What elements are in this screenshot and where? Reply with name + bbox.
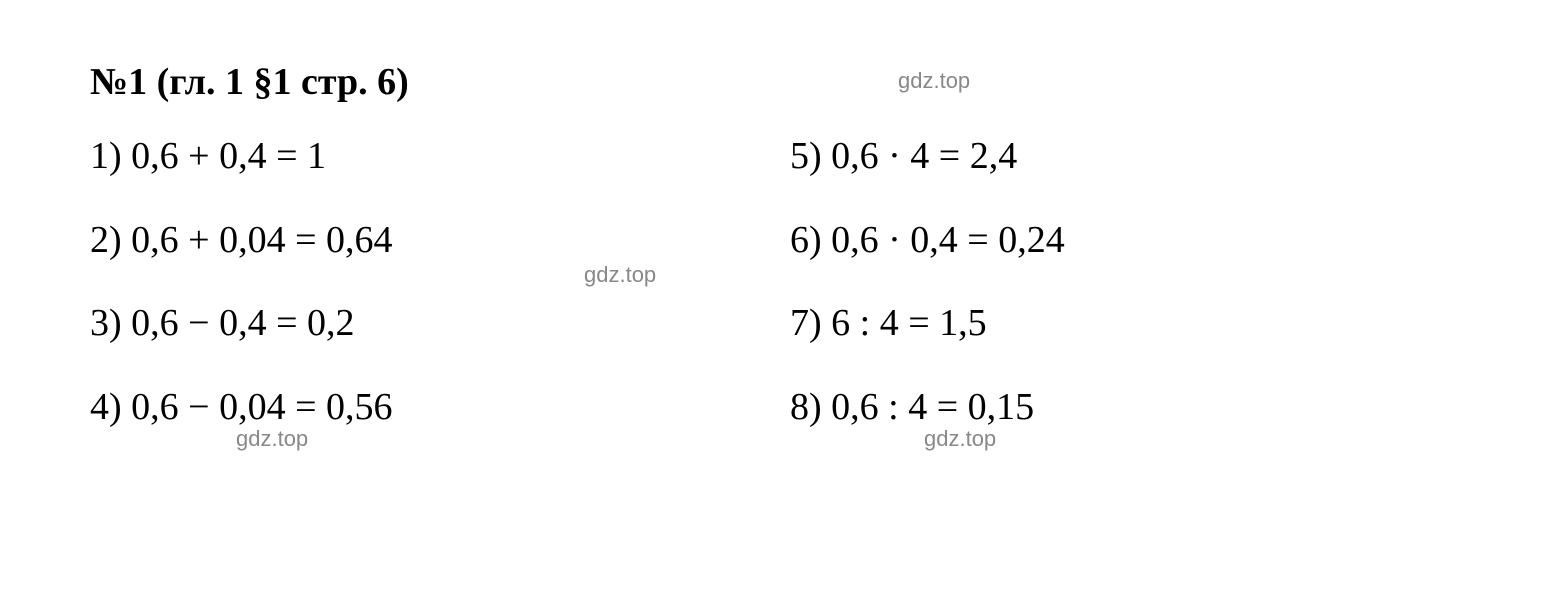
equation-7: 7) 6 : 4 = 1,5 [790,301,1290,347]
equation-2: 2) 0,6 + 0,04 = 0,64 [90,218,770,264]
equation-6: 6) 0,6 · 0,4 = 0,24 [790,218,1290,264]
equation-4: 4) 0,6 − 0,04 = 0,56 [90,385,770,431]
watermark-1: gdz.top [898,68,970,94]
content-area: 1) 0,6 + 0,4 = 1 2) 0,6 + 0,04 = 0,64 3)… [90,134,1451,430]
equation-8: 8) 0,6 : 4 = 0,15 [790,385,1290,431]
equation-3: 3) 0,6 − 0,4 = 0,2 [90,301,770,347]
right-column: 5) 0,6 · 4 = 2,4 6) 0,6 · 0,4 = 0,24 7) … [790,134,1290,430]
watermark-2: gdz.top [584,262,656,288]
equation-1: 1) 0,6 + 0,4 = 1 [90,134,770,180]
left-column: 1) 0,6 + 0,4 = 1 2) 0,6 + 0,04 = 0,64 3)… [90,134,770,430]
page-title: №1 (гл. 1 §1 стр. 6) [90,60,1451,104]
watermark-3: gdz.top [236,426,308,452]
equation-5: 5) 0,6 · 4 = 2,4 [790,134,1290,180]
watermark-4: gdz.top [924,426,996,452]
